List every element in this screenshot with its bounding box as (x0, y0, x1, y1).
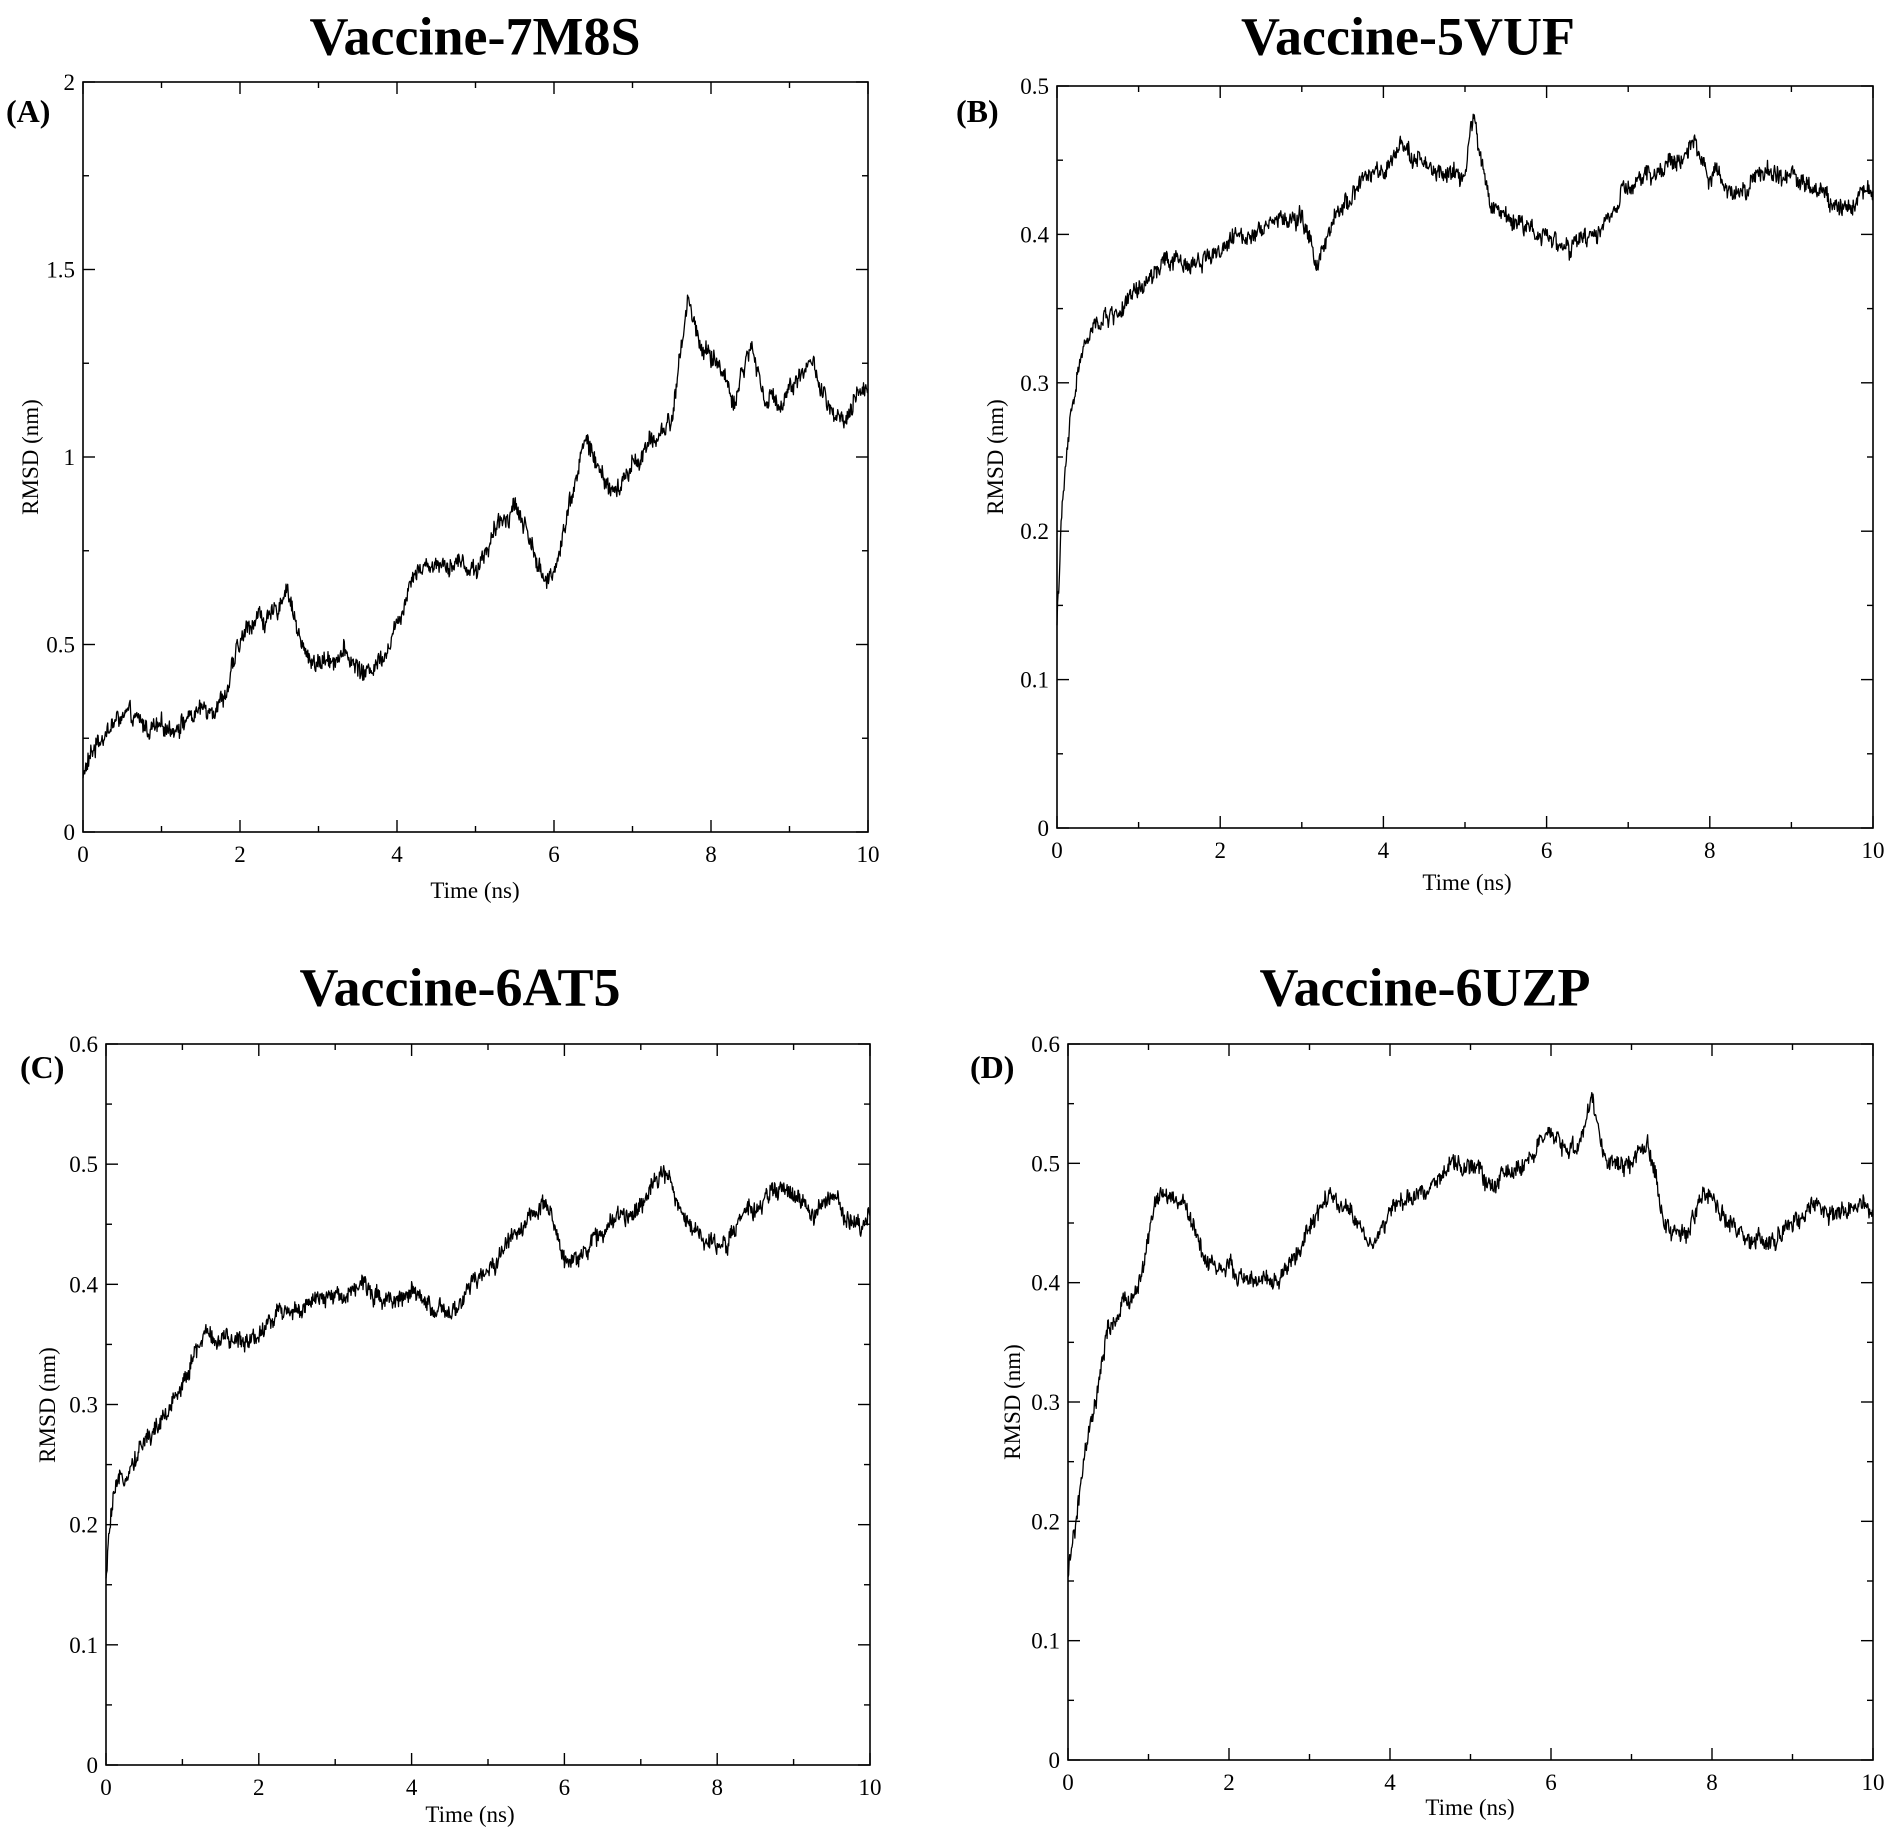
plot-frame (1067, 1043, 1874, 1761)
y-axis-label: RMSD (nm) (983, 399, 1008, 515)
rmsd-series-line (105, 1165, 871, 1579)
x-tick-label: 10 (1862, 1770, 1885, 1795)
y-tick-label: 0 (1038, 816, 1050, 841)
x-tick-label: 10 (859, 1775, 882, 1800)
y-tick-label: 0.1 (69, 1633, 98, 1658)
x-tick-label: 6 (1545, 1770, 1557, 1795)
rmsd-series-line (1056, 113, 1874, 626)
y-tick-label: 1 (64, 445, 76, 470)
y-tick-label: 0.2 (69, 1513, 98, 1538)
y-tick-label: 1.5 (46, 258, 75, 283)
rmsd-series-line (82, 294, 869, 779)
y-tick-label: 0.2 (1020, 519, 1049, 544)
panels: Vaccine-7M8S (A) 0 2 4 6 8 10 0 0.5 1 1.5 2 Time (ns)… (6, 6, 1885, 1827)
x-axis-label: Time (ns) (1425, 1795, 1514, 1820)
x-tick-label: 2 (1214, 838, 1226, 863)
panel-label: (C) (20, 1049, 64, 1085)
x-tick-label: 0 (1062, 1770, 1074, 1795)
x-tick-label: 0 (77, 842, 89, 867)
plot-frame (1056, 85, 1874, 829)
y-tick-label: 0 (1049, 1748, 1061, 1773)
x-tick-label: 8 (711, 1775, 723, 1800)
y-tick-label: 0.6 (69, 1032, 98, 1057)
x-tick-label: 6 (548, 842, 560, 867)
rmsd-series-line (1067, 1091, 1874, 1578)
x-axis-label: Time (ns) (1422, 870, 1511, 895)
y-tick-label: 0 (64, 820, 76, 845)
panel-title: Vaccine-6UZP (1260, 957, 1591, 1017)
panel-label: (A) (6, 93, 50, 129)
panel-label: (D) (970, 1049, 1014, 1085)
y-tick-label: 0.4 (1031, 1271, 1060, 1296)
y-tick-label: 0.5 (1020, 74, 1049, 99)
x-tick-label: 0 (100, 1775, 112, 1800)
x-tick-label: 2 (1223, 1770, 1235, 1795)
y-axis-label: RMSD (nm) (1000, 1344, 1025, 1460)
panel-4: Vaccine-6UZP (D) 0 2 4 6 8 10 0 0.1 0.2 0.3 0.4 0.5 0.… (970, 957, 1885, 1820)
x-tick-label: 8 (1704, 838, 1716, 863)
y-tick-label: 0.3 (1031, 1390, 1060, 1415)
panel-title: Vaccine-7M8S (310, 6, 641, 66)
x-tick-label: 8 (705, 842, 717, 867)
y-tick-label: 0.1 (1031, 1629, 1060, 1654)
x-axis-label: Time (ns) (425, 1802, 514, 1827)
x-tick-label: 4 (406, 1775, 418, 1800)
panel-title: Vaccine-5VUF (1241, 6, 1575, 66)
x-tick-label: 10 (1862, 838, 1885, 863)
y-axis-label: RMSD (nm) (35, 1347, 60, 1463)
x-tick-label: 0 (1051, 838, 1063, 863)
x-tick-label: 6 (559, 1775, 571, 1800)
y-axis-label: RMSD (nm) (18, 399, 43, 515)
y-tick-label: 0.2 (1031, 1509, 1060, 1534)
y-tick-label: 0.5 (46, 633, 75, 658)
x-tick-label: 8 (1706, 1770, 1718, 1795)
y-tick-label: 0.3 (1020, 371, 1049, 396)
x-tick-label: 4 (391, 842, 403, 867)
y-tick-label: 0.1 (1020, 668, 1049, 693)
x-tick-label: 6 (1541, 838, 1553, 863)
y-tick-label: 0.5 (1031, 1151, 1060, 1176)
y-tick-label: 0.6 (1031, 1032, 1060, 1057)
x-tick-label: 2 (253, 1775, 265, 1800)
y-tick-label: 0 (87, 1753, 99, 1778)
y-tick-label: 0.3 (69, 1393, 98, 1418)
plot-frame (105, 1043, 871, 1766)
x-tick-label: 4 (1378, 838, 1390, 863)
panel-3: Vaccine-6AT5 (C) 0 2 4 6 8 10 0 0.1 0.2 0.3 0.4 0.5 0.… (20, 957, 882, 1827)
x-tick-label: 10 (857, 842, 880, 867)
y-tick-label: 0.5 (69, 1152, 98, 1177)
panel-1: Vaccine-7M8S (A) 0 2 4 6 8 10 0 0.5 1 1.5 2 Time (ns)… (6, 6, 880, 903)
panel-label: (B) (956, 93, 999, 129)
panel-title: Vaccine-6AT5 (300, 957, 621, 1017)
panel-2: Vaccine-5VUF (B) 0 2 4 6 8 10 0 0.1 0.2 0.3 0.4 0.5 Ti… (956, 6, 1885, 895)
y-tick-label: 2 (64, 70, 76, 95)
y-tick-label: 0.4 (69, 1272, 98, 1297)
plot-frame (82, 81, 869, 833)
y-tick-label: 0.4 (1020, 222, 1049, 247)
x-axis-label: Time (ns) (430, 878, 519, 903)
x-tick-label: 2 (234, 842, 246, 867)
x-tick-label: 4 (1384, 1770, 1396, 1795)
